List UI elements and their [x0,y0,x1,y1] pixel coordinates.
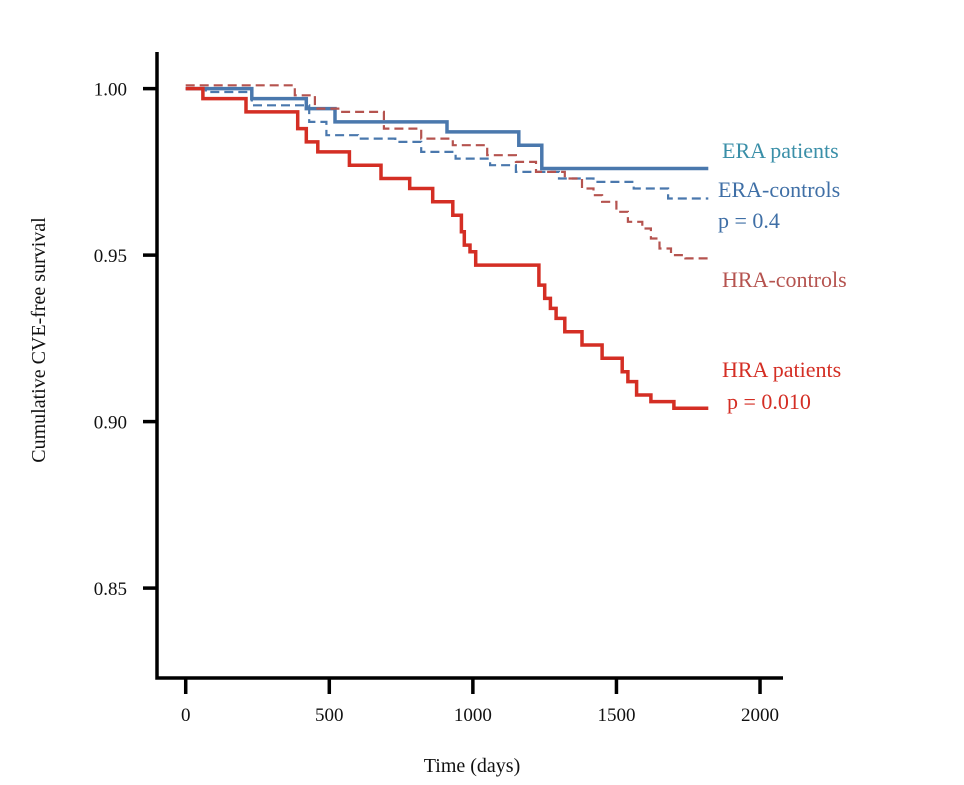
y-tick-label: 1.00 [94,80,127,101]
hra-p-value: p = 0.010 [727,389,811,414]
hra-controls-label: HRA-controls [722,267,847,292]
era-controls-label: ERA-controls [718,177,840,202]
x-tick-label: 2000 [741,705,779,726]
series-labels: ERA patients ERA-controls p = 0.4 HRA-co… [718,138,847,414]
hra-controls-curve [185,84,709,260]
era-p-value: p = 0.4 [718,208,780,233]
x-tick-label: 1500 [597,705,635,726]
x-tick-label: 0 [181,705,191,726]
era-patients-label: ERA patients [722,138,839,163]
axis-lines [155,52,783,680]
x-axis: 0 500 1000 1500 2000 [181,678,779,726]
era-controls-curve [185,87,709,200]
y-tick-label: 0.95 [94,246,127,267]
y-axis: 0.85 0.90 0.95 1.00 [94,80,157,600]
hra-patients-label: HRA patients [722,357,841,382]
y-tick-label: 0.85 [94,579,127,600]
x-tick-label: 1000 [454,705,492,726]
era-patients-curve [185,86,709,171]
x-axis-title: Time (days) [424,755,520,777]
x-tick-label: 500 [315,705,344,726]
y-tick-label: 0.90 [94,413,127,434]
hra-patients-curve [185,86,709,411]
series-layer [185,84,709,411]
y-axis-title: Cumulative CVE-free survival [28,217,50,463]
